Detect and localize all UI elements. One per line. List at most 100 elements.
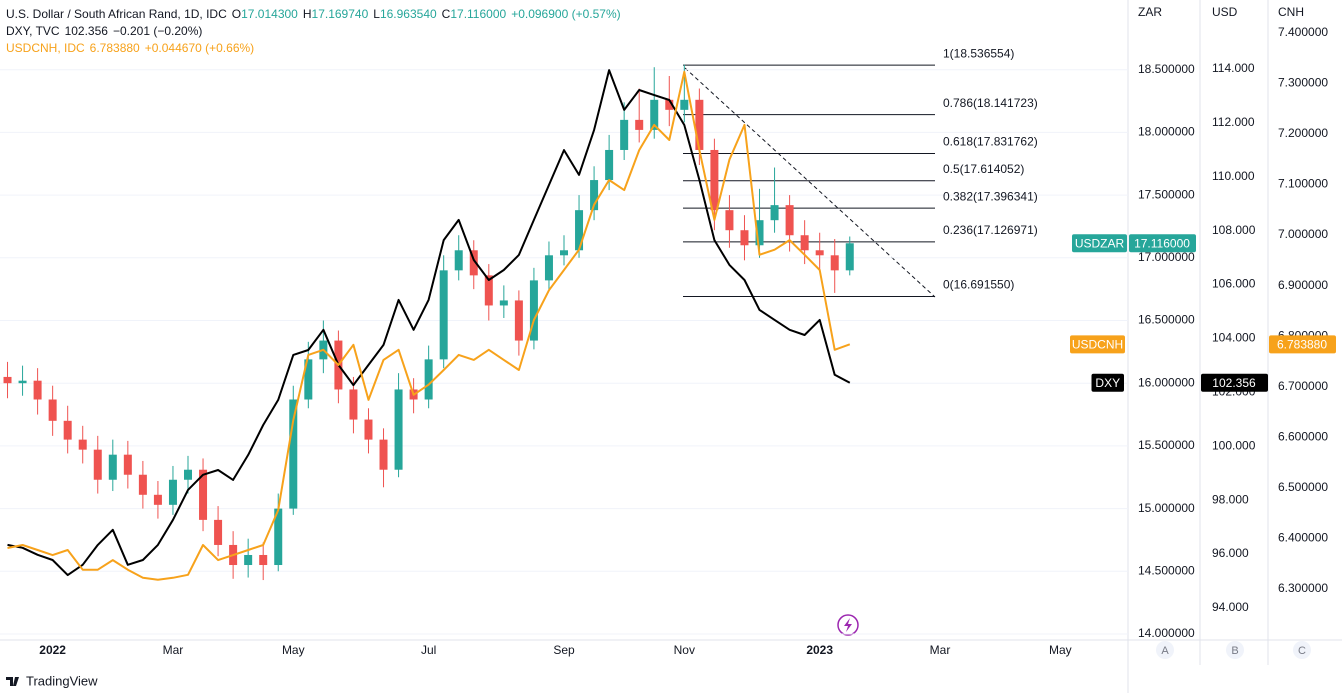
legend-field: C bbox=[441, 7, 451, 21]
candle-body bbox=[650, 99, 659, 130]
last-value-label: 6.783880 bbox=[1277, 337, 1327, 351]
last-value-bg bbox=[1269, 335, 1336, 354]
scale-button[interactable]: A bbox=[1161, 645, 1169, 657]
candle-body bbox=[259, 554, 268, 566]
fib-label: 0.786(18.141723) bbox=[943, 96, 1038, 110]
candle-body bbox=[168, 479, 177, 505]
candle-body bbox=[815, 250, 824, 256]
y-tick-label: 7.400000 bbox=[1278, 25, 1328, 39]
legend-field: 17.116000 bbox=[450, 7, 507, 21]
candle-body bbox=[785, 205, 794, 236]
fib-label: 0.5(17.614052) bbox=[943, 162, 1024, 176]
candle-body bbox=[454, 250, 463, 271]
y-tick-label: 100.000 bbox=[1212, 438, 1256, 452]
candle-body bbox=[394, 389, 403, 470]
scale-button-bg bbox=[1293, 641, 1311, 659]
candle-body bbox=[469, 250, 478, 276]
series-line bbox=[7, 70, 851, 581]
legend: U.S. Dollar / South African Rand, 1D, ID… bbox=[6, 6, 626, 57]
candle-body bbox=[529, 280, 538, 341]
candle-body bbox=[78, 439, 87, 450]
last-value-bg bbox=[1129, 234, 1196, 253]
candle-body bbox=[93, 449, 102, 480]
candle-body bbox=[108, 454, 117, 480]
candle-body bbox=[424, 359, 433, 400]
y-tick-label: 7.300000 bbox=[1278, 76, 1328, 90]
series-tag-bg bbox=[1072, 234, 1127, 253]
y-tick-label: 17.000000 bbox=[1138, 250, 1195, 264]
y-tick-label: 96.000 bbox=[1212, 546, 1249, 560]
candle-body bbox=[484, 275, 493, 306]
candle-body bbox=[514, 300, 523, 341]
candle-body bbox=[695, 99, 704, 150]
last-value-label: 102.356 bbox=[1212, 376, 1256, 390]
series-tag: USDCNH bbox=[1072, 337, 1123, 351]
candle-body bbox=[18, 380, 27, 384]
plot-area bbox=[3, 64, 854, 581]
y-tick-label: 108.000 bbox=[1212, 223, 1256, 237]
candle-body bbox=[800, 235, 809, 251]
y-tick-label: 106.000 bbox=[1212, 277, 1256, 291]
candle-body bbox=[575, 210, 584, 251]
y-tick-label: 14.000000 bbox=[1138, 626, 1195, 640]
candle-body bbox=[244, 554, 253, 566]
fib-label: 0.618(17.831762) bbox=[943, 135, 1038, 149]
y-tick-label: 7.200000 bbox=[1278, 126, 1328, 140]
x-tick-label: 2023 bbox=[806, 643, 833, 657]
series-tag: DXY bbox=[1095, 376, 1120, 390]
candle-body bbox=[439, 270, 448, 360]
y-tick-label: 6.300000 bbox=[1278, 581, 1328, 595]
y-tick-label: 17.500000 bbox=[1138, 187, 1195, 201]
scale-button[interactable]: B bbox=[1231, 645, 1238, 657]
candle-body bbox=[274, 508, 283, 566]
series-tag-bg bbox=[1091, 373, 1124, 392]
candle-body bbox=[544, 255, 553, 281]
y-tick-label: 7.100000 bbox=[1278, 177, 1328, 191]
candle-body bbox=[123, 454, 132, 475]
trend-line bbox=[684, 67, 936, 298]
candle-body bbox=[635, 119, 644, 130]
y-tick-label: 6.600000 bbox=[1278, 429, 1328, 443]
candle-body bbox=[48, 399, 57, 421]
legend-field: O bbox=[231, 7, 242, 21]
y-tick-label: 98.000 bbox=[1212, 492, 1249, 506]
scale-button-bg bbox=[1156, 641, 1174, 659]
candle-body bbox=[349, 389, 358, 420]
candle-body bbox=[184, 469, 192, 480]
series-tag-bg bbox=[1070, 335, 1125, 354]
candle-body bbox=[3, 376, 12, 384]
y-tick-label: 6.900000 bbox=[1278, 278, 1328, 292]
replay-icon[interactable] bbox=[837, 614, 859, 636]
fib-label: 0.382(17.396341) bbox=[943, 189, 1038, 203]
candle-body bbox=[725, 210, 734, 231]
x-tick-label: Mar bbox=[163, 643, 184, 657]
candle-body bbox=[199, 469, 208, 520]
legend-row: DXY, TVC 102.356 −0.201 (−0.20%) bbox=[6, 23, 626, 40]
axis-title: ZAR bbox=[1138, 5, 1162, 19]
candle-body bbox=[214, 519, 223, 545]
legend-change: −0.201 (−0.20%) bbox=[112, 24, 203, 38]
y-tick-label: 18.000000 bbox=[1138, 125, 1195, 139]
candle-body bbox=[770, 205, 779, 221]
scale-button[interactable]: C bbox=[1298, 645, 1306, 657]
legend-row: USDCNH, IDC 6.783880 +0.044670 (+0.66%) bbox=[6, 40, 626, 57]
y-tick-label: 6.400000 bbox=[1278, 531, 1328, 545]
y-tick-label: 94.000 bbox=[1212, 600, 1249, 614]
legend-title: DXY, TVC bbox=[6, 24, 60, 38]
candle-body bbox=[665, 99, 674, 110]
series-tag: USDZAR bbox=[1075, 236, 1125, 250]
y-tick-label: 6.500000 bbox=[1278, 480, 1328, 494]
candle-body bbox=[499, 300, 508, 306]
legend-row: U.S. Dollar / South African Rand, 1D, ID… bbox=[6, 6, 626, 23]
candle-body bbox=[830, 255, 839, 271]
candle-body bbox=[63, 420, 72, 440]
legend-field: 16.963540 bbox=[379, 7, 437, 21]
candle-body bbox=[605, 149, 614, 181]
last-value-label: 17.116000 bbox=[1134, 236, 1190, 250]
x-tick-label: May bbox=[1049, 643, 1072, 657]
legend-field: 102.356 bbox=[64, 24, 108, 38]
legend-change: +0.096900 (+0.57%) bbox=[511, 7, 621, 21]
axis-title: USD bbox=[1212, 5, 1238, 19]
candle-body bbox=[620, 119, 629, 150]
